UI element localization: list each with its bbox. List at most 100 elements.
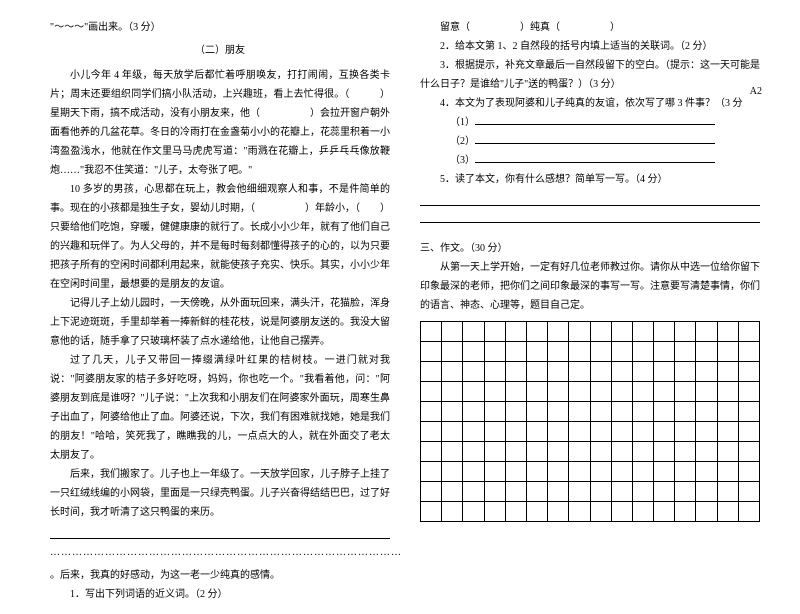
grid-cell	[611, 502, 632, 522]
grid-cell	[463, 362, 484, 382]
page-label-a2: A2	[750, 86, 762, 97]
grid-cell	[505, 382, 526, 402]
grid-cell	[738, 482, 759, 502]
grid-cell	[526, 442, 547, 462]
grid-cell	[421, 502, 442, 522]
grid-cell	[696, 402, 717, 422]
grid-cell	[442, 322, 463, 342]
blank-line	[475, 153, 715, 163]
grid-cell	[442, 382, 463, 402]
grid-cell	[505, 402, 526, 422]
blank-line	[475, 134, 715, 144]
grid-cell	[548, 362, 569, 382]
writing-grid	[420, 321, 760, 522]
grid-cell	[442, 442, 463, 462]
grid-cell	[526, 462, 547, 482]
grid-cell	[675, 322, 696, 342]
grid-cell	[421, 382, 442, 402]
grid-cell	[654, 402, 675, 422]
grid-cell	[548, 502, 569, 522]
grid-cell	[675, 362, 696, 382]
grid-cell	[484, 382, 505, 402]
grid-cell	[717, 362, 738, 382]
grid-cell	[442, 402, 463, 422]
grid-cell	[569, 502, 590, 522]
question-3: 3．根据提示，补充文章最后一自然段留下的空白。（提示：这一天可能是什么日子？是谁…	[420, 56, 760, 94]
grid-cell	[548, 422, 569, 442]
grid-cell	[632, 362, 653, 382]
grid-cell	[526, 422, 547, 442]
grid-cell	[696, 362, 717, 382]
grid-cell	[442, 462, 463, 482]
paragraph-1: 小儿今年 4 年级，每天放学后都忙着呼朋唤友，打打闹闹，互换各类卡片；周末还要组…	[50, 66, 390, 180]
grid-cell	[463, 382, 484, 402]
grid-cell	[569, 382, 590, 402]
grid-cell	[654, 382, 675, 402]
grid-cell	[526, 342, 547, 362]
grid-cell	[505, 482, 526, 502]
grid-cell	[484, 422, 505, 442]
grid-cell	[654, 422, 675, 442]
grid-cell	[632, 382, 653, 402]
grid-cell	[675, 402, 696, 422]
grid-cell	[484, 402, 505, 422]
blank-rule	[420, 209, 760, 223]
grid-cell	[654, 442, 675, 462]
question-4: 4．本文为了表现阿婆和儿子纯真的友谊，依次写了哪 3 件事？（3 分	[420, 94, 760, 113]
grid-cell	[463, 502, 484, 522]
grid-cell	[696, 322, 717, 342]
grid-cell	[696, 482, 717, 502]
grid-cell	[738, 462, 759, 482]
grid-cell	[505, 422, 526, 442]
grid-cell	[526, 382, 547, 402]
grid-cell	[590, 402, 611, 422]
blank-rule	[50, 525, 390, 539]
grid-cell	[569, 342, 590, 362]
grid-cell	[421, 342, 442, 362]
grid-cell	[611, 402, 632, 422]
grid-cell	[590, 382, 611, 402]
grid-cell	[442, 422, 463, 442]
grid-cell	[526, 482, 547, 502]
grid-cell	[484, 442, 505, 462]
grid-cell	[675, 462, 696, 482]
grid-cell	[611, 362, 632, 382]
grid-cell	[717, 402, 738, 422]
grid-cell	[548, 402, 569, 422]
grid-cell	[484, 462, 505, 482]
grid-cell	[738, 362, 759, 382]
grid-cell	[696, 502, 717, 522]
grid-cell	[738, 442, 759, 462]
grid-cell	[632, 462, 653, 482]
grid-cell	[442, 482, 463, 502]
grid-cell	[463, 482, 484, 502]
grid-cell	[548, 462, 569, 482]
grid-cell	[738, 342, 759, 362]
grid-cell	[717, 482, 738, 502]
grid-cell	[738, 422, 759, 442]
grid-cell	[611, 322, 632, 342]
grid-cell	[590, 422, 611, 442]
grid-cell	[421, 482, 442, 502]
grid-cell	[717, 382, 738, 402]
right-column: 留意（ ）纯真（ ） 2．给本文第 1、2 自然段的括号内填上适当的关联词。（2…	[420, 18, 760, 604]
grid-cell	[717, 442, 738, 462]
q4-label-1: （1）	[450, 117, 475, 128]
grid-cell	[675, 502, 696, 522]
grid-cell	[484, 342, 505, 362]
grid-cell	[590, 322, 611, 342]
grid-cell	[463, 342, 484, 362]
grid-cell	[484, 502, 505, 522]
grid-cell	[569, 442, 590, 462]
grid-cell	[548, 382, 569, 402]
paragraph-5: 后来，我们搬家了。儿子也上一年级了。一天放学回家，儿子脖子上挂了一只红绒线编的小…	[50, 465, 390, 522]
grid-cell	[654, 362, 675, 382]
grid-cell	[696, 462, 717, 482]
grid-cell	[569, 422, 590, 442]
grid-cell	[632, 402, 653, 422]
grid-cell	[675, 422, 696, 442]
grid-cell	[548, 322, 569, 342]
grid-cell	[463, 322, 484, 342]
section-title: （二）朋友	[50, 41, 390, 60]
grid-cell	[505, 342, 526, 362]
